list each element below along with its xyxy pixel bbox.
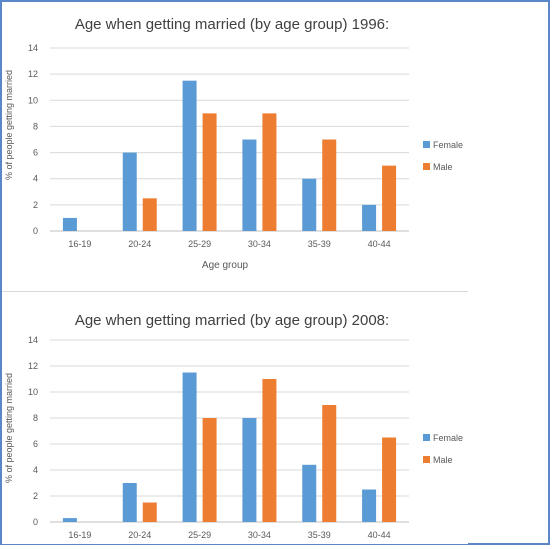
x-tick-label: 30-34 [248,530,271,540]
bar-female [122,483,137,522]
bar-male [202,418,217,522]
y-axis-label: % of people getting married [4,70,14,180]
chart-1996-svg: Age when getting married (by age group) … [4,16,463,271]
bar-female [62,217,77,231]
bar-female [122,152,137,231]
y-tick-label: 12 [28,69,38,79]
bar-female [62,518,77,522]
y-tick-label: 6 [33,439,38,449]
x-tick-label: 35-39 [308,239,331,249]
bar-male [322,139,337,231]
chart-title: Age when getting married (by age group) … [75,312,389,329]
legend-label-male: Male [433,162,453,172]
panel-divider [2,291,468,292]
y-tick-label: 14 [28,43,38,53]
x-tick-label: 30-34 [248,239,271,249]
bar-male [142,502,157,522]
legend-swatch-female [423,141,430,148]
x-tick-label: 16-19 [68,239,91,249]
y-tick-label: 8 [33,121,38,131]
bar-female [362,489,377,522]
y-tick-label: 4 [33,174,38,184]
chart-title: Age when getting married (by age group) … [75,16,389,33]
x-tick-label: 35-39 [308,530,331,540]
bar-male [322,405,337,522]
bar-male [382,437,397,522]
x-tick-label: 40-44 [368,530,391,540]
legend: Female Male [423,433,463,465]
bar-male [262,113,277,231]
legend-label-female: Female [433,140,463,150]
chart-1996: Age when getting married (by age group) … [2,3,468,286]
bar-female [302,464,317,522]
y-tick-label: 0 [33,226,38,236]
x-tick-label: 25-29 [188,530,211,540]
x-tick-label: 20-24 [128,239,151,249]
y-tick-label: 6 [33,148,38,158]
bar-female [362,204,377,231]
x-tick-label: 40-44 [368,239,391,249]
y-tick-label: 2 [33,491,38,501]
y-tick-label: 10 [28,95,38,105]
bar-female [242,418,257,522]
y-tick-label: 4 [33,465,38,475]
bar-female [182,80,197,231]
y-tick-label: 8 [33,413,38,423]
legend-label-male: Male [433,455,453,465]
x-tick-label: 16-19 [68,530,91,540]
legend-swatch-male [423,456,430,463]
bar-male [202,113,217,231]
legend-swatch-female [423,434,430,441]
bar-male [262,379,277,522]
legend-label-female: Female [433,433,463,443]
x-tick-label: 20-24 [128,530,151,540]
bar-male [382,165,397,231]
bar-female [302,178,317,231]
legend-swatch-male [423,163,430,170]
bar-male [142,198,157,231]
y-tick-label: 0 [33,517,38,527]
bar-female [182,372,197,522]
y-tick-label: 12 [28,361,38,371]
y-axis-label: % of people getting married [4,373,14,483]
y-tick-label: 10 [28,387,38,397]
x-axis-label: Age group [202,260,249,271]
y-tick-label: 14 [28,335,38,345]
chart-2008-svg: Age when getting married (by age group) … [4,312,463,540]
legend: Female Male [423,140,463,172]
y-tick-label: 2 [33,200,38,210]
x-tick-label: 25-29 [188,239,211,249]
bar-female [242,139,257,231]
chart-2008: Age when getting married (by age group) … [2,298,468,544]
